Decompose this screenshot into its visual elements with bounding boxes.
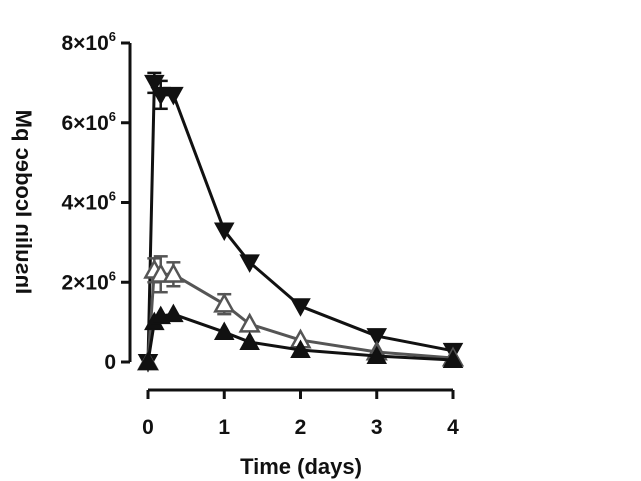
y-tick-label-exponent: 6 bbox=[109, 268, 116, 283]
data-point-marker bbox=[290, 339, 311, 358]
data-point-marker bbox=[213, 292, 236, 313]
data-point-marker bbox=[366, 345, 388, 364]
y-tick-label: 2×106 bbox=[61, 268, 116, 294]
y-tick-label-exponent: 6 bbox=[109, 29, 116, 44]
data-point-marker bbox=[150, 86, 172, 106]
x-tick-label: 4 bbox=[447, 416, 459, 439]
data-point-marker bbox=[290, 298, 311, 317]
y-tick-label: 0 bbox=[104, 351, 116, 374]
y-axis-title: Insulin Icodec pM bbox=[11, 110, 36, 295]
y-tick-label: 4×106 bbox=[61, 189, 116, 215]
data-point-marker bbox=[239, 331, 260, 351]
y-tick-label: 8×106 bbox=[61, 29, 116, 55]
y-tick-label: 6×106 bbox=[61, 109, 116, 135]
x-tick-label: 1 bbox=[218, 416, 230, 439]
data-point-marker bbox=[163, 86, 184, 106]
data-point-marker bbox=[163, 303, 184, 323]
data-point-marker bbox=[137, 351, 159, 370]
y-tick-label-base: 0 bbox=[104, 351, 116, 374]
data-point-marker bbox=[366, 328, 388, 347]
y-tick-label-base: 6×10 bbox=[61, 112, 108, 135]
data-point-marker bbox=[213, 222, 235, 241]
series-3 bbox=[137, 303, 464, 370]
y-tick-label-base: 2×10 bbox=[61, 271, 108, 294]
data-point-marker bbox=[144, 74, 165, 94]
data-point-marker bbox=[162, 262, 185, 283]
series-1 bbox=[137, 71, 464, 373]
y-tick-label-exponent: 6 bbox=[109, 189, 116, 204]
x-tick-label: 0 bbox=[142, 416, 154, 439]
data-point-marker bbox=[238, 312, 261, 333]
data-point-marker bbox=[213, 321, 235, 341]
y-tick-label-base: 8×10 bbox=[61, 32, 108, 55]
series-group bbox=[136, 71, 465, 373]
x-axis-title: Time (days) bbox=[240, 454, 362, 479]
data-point-marker bbox=[239, 254, 260, 273]
y-tick-label-exponent: 6 bbox=[109, 109, 116, 124]
x-tick-label: 3 bbox=[371, 416, 383, 439]
data-point-marker bbox=[442, 349, 464, 368]
x-tick-label: 2 bbox=[295, 416, 307, 439]
y-tick-label-base: 4×10 bbox=[61, 192, 108, 215]
